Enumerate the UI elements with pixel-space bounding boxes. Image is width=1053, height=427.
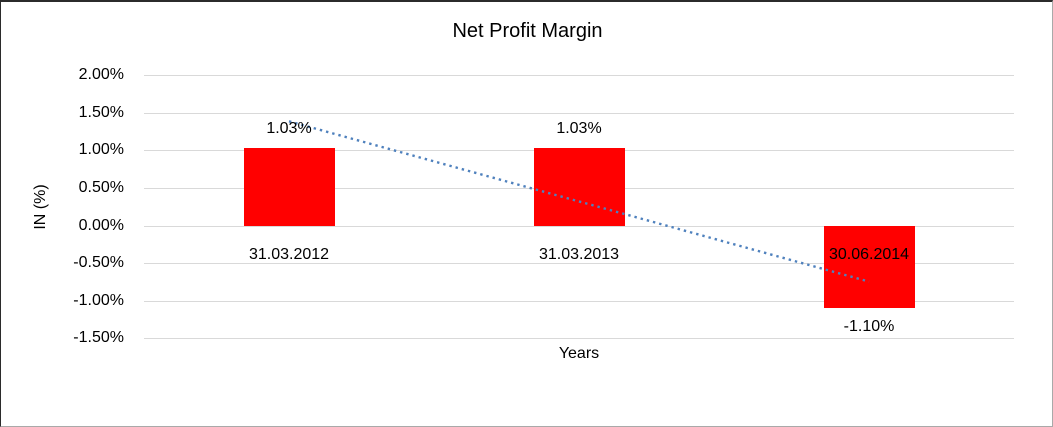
y-axis-tick-label: -1.50%: [73, 329, 124, 347]
bar-30.06.2014: [823, 225, 915, 309]
y-axis-tick-label: 1.50%: [78, 103, 124, 121]
bar-value-label: 1.03%: [556, 120, 602, 137]
y-axis-tick-label: 1.00%: [78, 141, 124, 159]
bar-31.03.2012: [243, 148, 335, 226]
y-axis-tick-label: -1.00%: [73, 291, 124, 309]
bar-value-label: -1.10%: [843, 318, 895, 336]
x-axis-category-label: 31.03.2013: [538, 246, 620, 263]
gridline: [144, 338, 1014, 340]
y-axis-tick-label: 0.50%: [78, 178, 124, 196]
chart-title: Net Profit Margin: [452, 20, 603, 42]
bar-31.03.2013: [533, 148, 625, 226]
gridline: [144, 300, 1014, 302]
bar-value-label: 1.03%: [266, 120, 312, 137]
y-axis-tick-label: 2.00%: [78, 66, 124, 83]
y-axis-tick-label: 0.00%: [78, 216, 124, 234]
gridline: [144, 75, 1014, 76]
x-axis-category-label: 31.03.2012: [248, 246, 330, 263]
x-axis-title: Years: [558, 345, 600, 362]
x-axis-category-label: 30.06.2014: [828, 246, 910, 263]
y-axis-title: IN (%): [32, 184, 49, 230]
y-axis-tick-label: -0.50%: [73, 254, 124, 272]
gridline: [144, 112, 1014, 114]
